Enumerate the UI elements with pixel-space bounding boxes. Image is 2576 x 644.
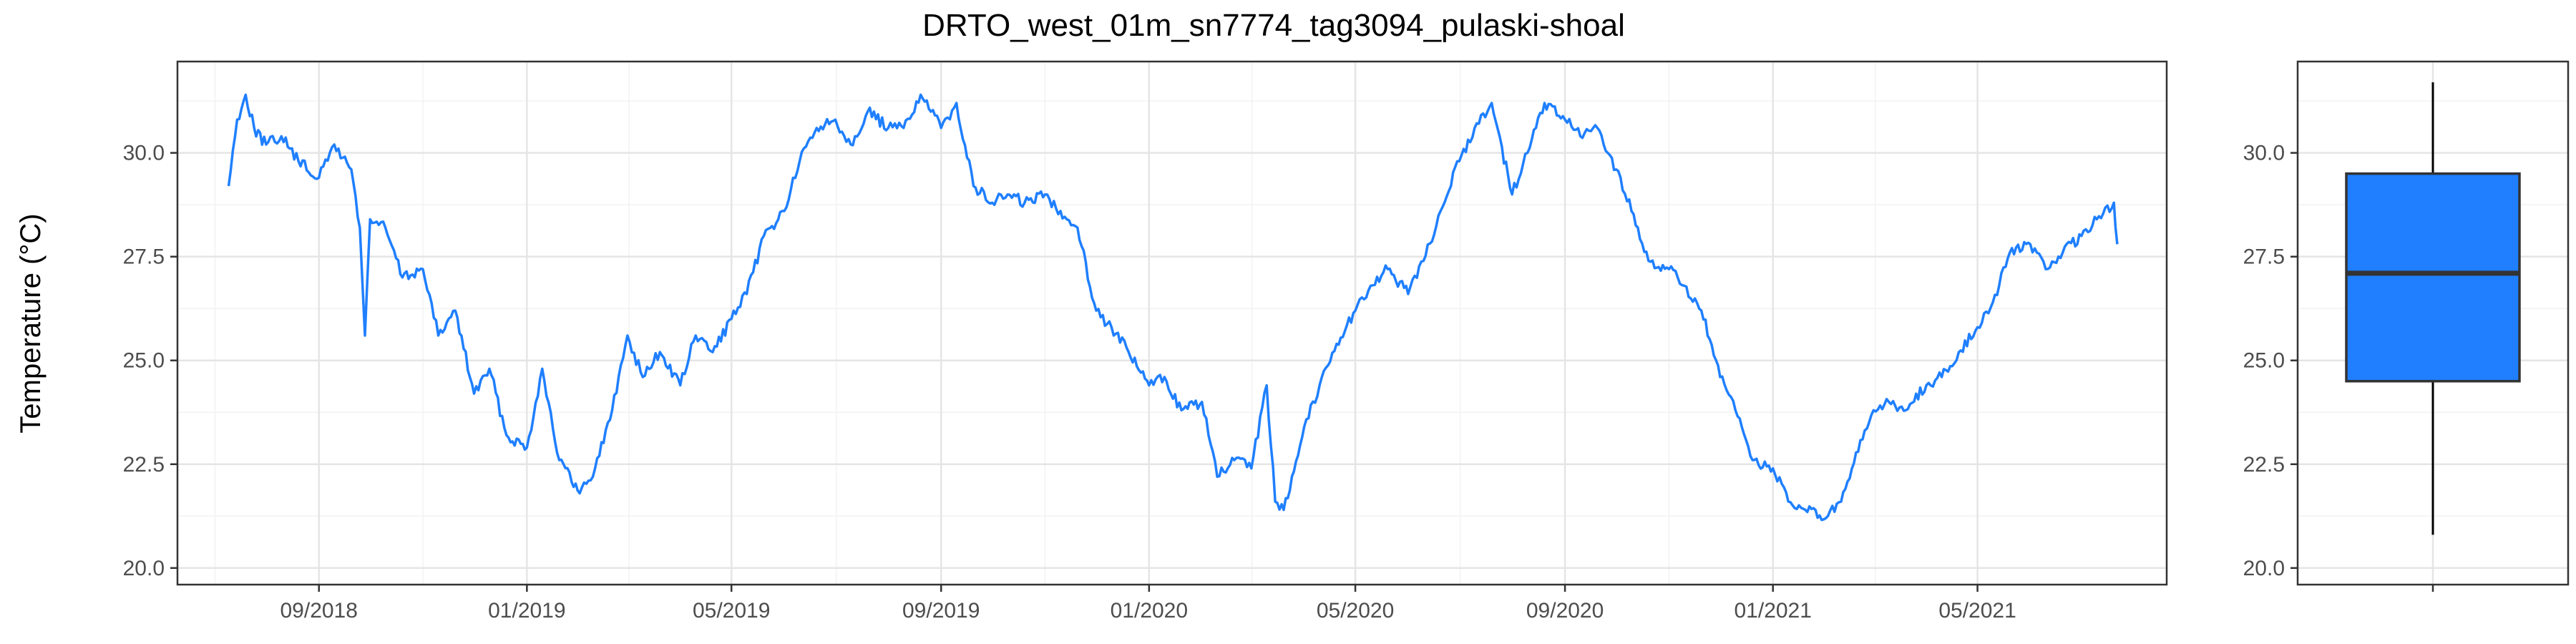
x-tick-label: 01/2020 bbox=[1111, 599, 1188, 623]
boxplot-box bbox=[2345, 172, 2521, 383]
x-tick-label: 09/2018 bbox=[280, 599, 357, 623]
boxplot-y-tick-label: 25.0 bbox=[2243, 349, 2285, 373]
boxplot-panel: 20.0 22.5 25.0 27.5 30.0 bbox=[2243, 60, 2570, 592]
y-tick-label: 27.5 bbox=[123, 245, 165, 269]
x-tick-label: 01/2019 bbox=[488, 599, 565, 623]
boxplot-y-tick-label: 22.5 bbox=[2243, 453, 2285, 477]
x-tick-label: 09/2020 bbox=[1526, 599, 1604, 623]
boxplot-y-tick-label: 27.5 bbox=[2243, 245, 2285, 269]
time-series-panel-border bbox=[176, 60, 2168, 586]
y-tick-label: 25.0 bbox=[123, 349, 165, 373]
time-series-panel-background bbox=[177, 62, 2167, 585]
x-tick-label: 01/2021 bbox=[1734, 599, 1811, 623]
y-axis-label: Temperature (°C) bbox=[15, 213, 47, 433]
y-tick-label: 20.0 bbox=[123, 557, 165, 580]
x-tick-label: 09/2019 bbox=[902, 599, 980, 623]
time-series-panel: 09/2018 01/2019 05/2019 09/2019 01/2020 05/20… bbox=[123, 60, 2168, 623]
y-axis-ticks: 20.0 22.5 25.0 27.5 30.0 bbox=[123, 142, 177, 580]
x-tick-label: 05/2019 bbox=[693, 599, 770, 623]
boxplot-y-tick-label: 20.0 bbox=[2243, 557, 2285, 580]
y-tick-label: 30.0 bbox=[123, 142, 165, 165]
boxplot-y-axis-ticks: 20.0 22.5 25.0 27.5 30.0 bbox=[2243, 142, 2298, 580]
temperature-series-line bbox=[227, 93, 2119, 522]
x-axis-ticks: 09/2018 01/2019 05/2019 09/2019 01/2020 05/20… bbox=[280, 585, 2016, 623]
boxplot-y-tick-label: 30.0 bbox=[2243, 142, 2285, 165]
x-tick-label: 05/2021 bbox=[1938, 599, 2016, 623]
chart-title: DRTO_west_01m_sn7774_tag3094_pulaski-sho… bbox=[922, 8, 1625, 43]
time-series-gridlines bbox=[177, 62, 2167, 585]
y-tick-label: 22.5 bbox=[123, 453, 165, 477]
x-tick-label: 05/2020 bbox=[1317, 599, 1394, 623]
